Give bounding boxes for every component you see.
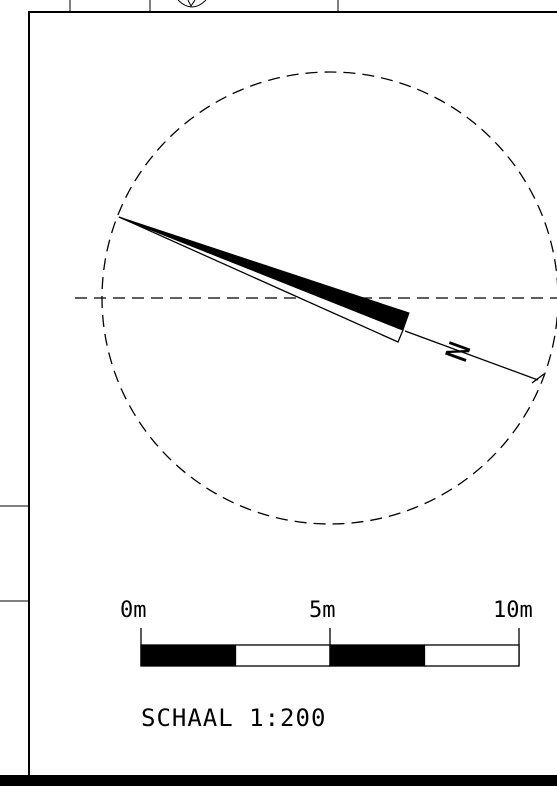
- arrow-pointer-filled: [118, 216, 410, 331]
- scale-segment-3: [329, 644, 426, 667]
- scale-label-0m: 0m: [120, 598, 147, 623]
- north-arrow: N: [75, 71, 557, 525]
- arrow-pointer-outline: [118, 216, 404, 343]
- bottom-border: [0, 775, 557, 786]
- scale-segment-2: [234, 644, 331, 667]
- scale-segment-1: [140, 644, 237, 667]
- scale-label-5m: 5m: [309, 598, 336, 623]
- scale-label-10m: 10m: [493, 598, 533, 623]
- scale-segment-4: [423, 644, 520, 667]
- top-fragment: [69, 0, 339, 12]
- scale-title: SCHAAL 1:200: [141, 704, 326, 732]
- north-letter: N: [439, 338, 478, 367]
- arrow-axis-line: [404, 330, 539, 381]
- scale-bar: 0m 5m 10m SCHAAL 1:200: [120, 598, 533, 732]
- arrow-end-tick: [531, 373, 545, 384]
